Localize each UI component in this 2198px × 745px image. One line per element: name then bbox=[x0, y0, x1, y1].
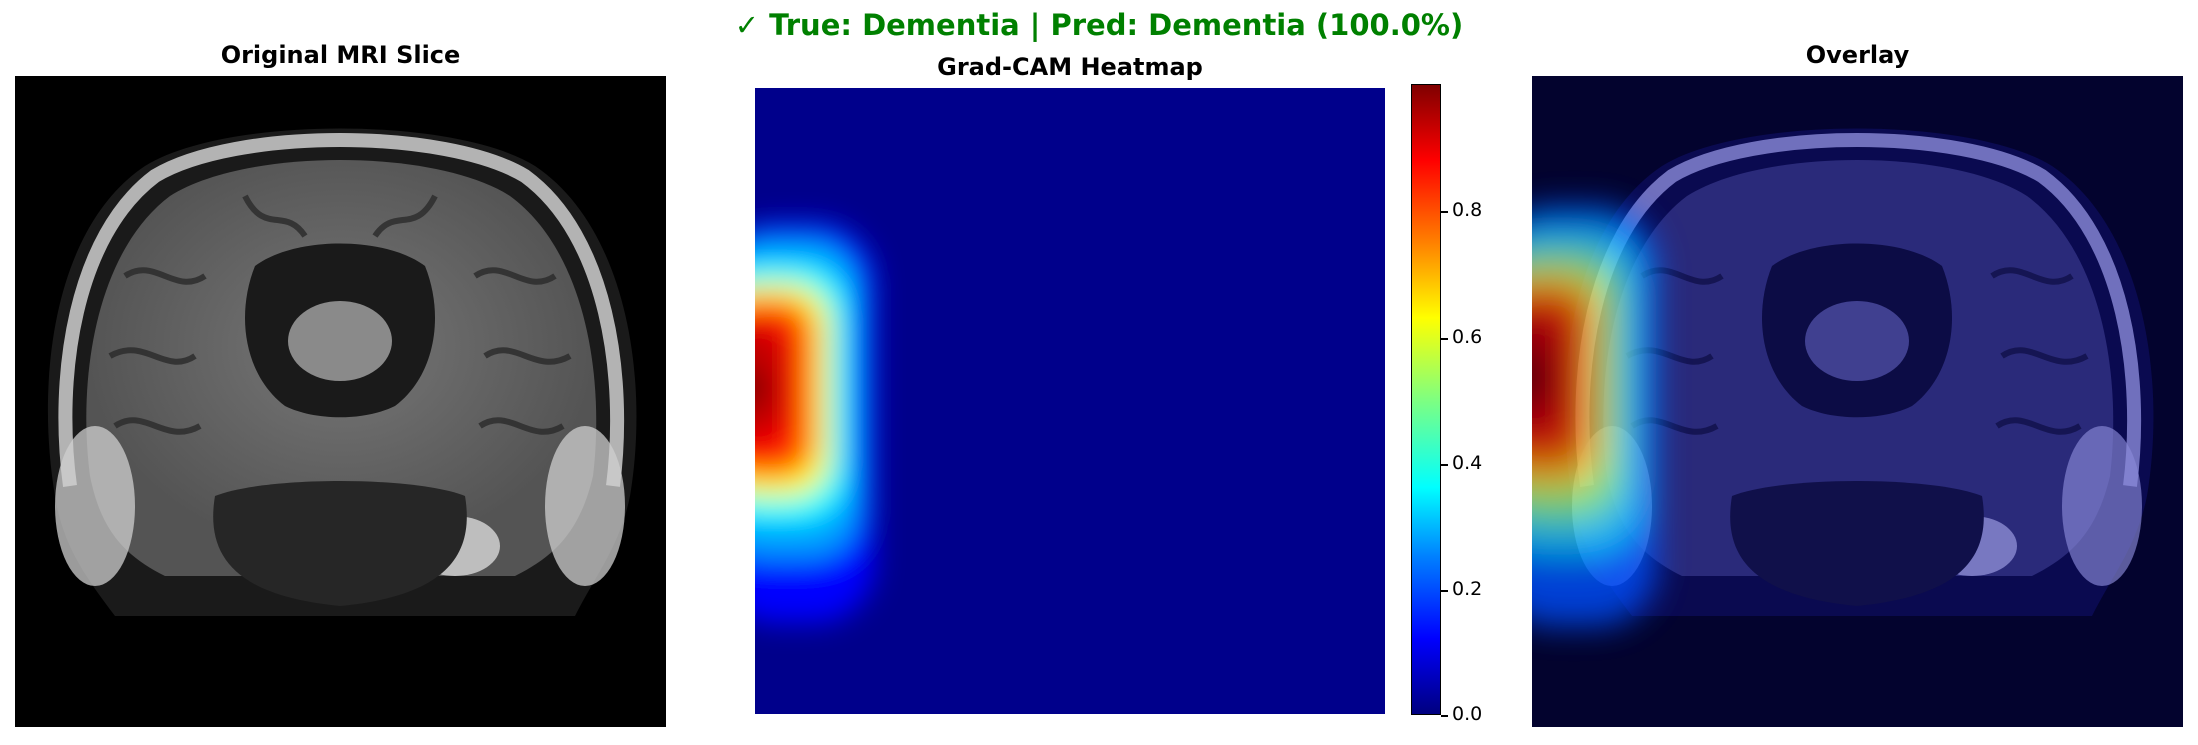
colorbar-tick bbox=[1441, 715, 1448, 717]
colorbar-tick bbox=[1441, 211, 1448, 213]
panel-title-gradcam: Grad-CAM Heatmap bbox=[937, 53, 1203, 81]
colorbar-tick bbox=[1441, 464, 1448, 466]
panel-title-overlay: Overlay bbox=[1805, 41, 1910, 69]
figure-title: ✓ True: Dementia | Pred: Dementia (100.0… bbox=[734, 8, 1464, 42]
colorbar-tick bbox=[1441, 590, 1448, 592]
colorbar-tick-label: 0.6 bbox=[1452, 326, 1483, 348]
colorbar bbox=[1411, 84, 1441, 715]
colorbar-tick-label: 0.2 bbox=[1452, 578, 1483, 600]
overlay-image bbox=[1532, 76, 2183, 727]
gradcam-heatmap bbox=[755, 88, 1385, 714]
colorbar-tick-label: 0.4 bbox=[1452, 452, 1483, 474]
original-mri-image bbox=[15, 76, 666, 727]
panel-title-original: Original MRI Slice bbox=[220, 41, 461, 69]
colorbar-tick-label: 0.0 bbox=[1452, 703, 1483, 725]
colorbar-tick-label: 0.8 bbox=[1452, 199, 1483, 221]
colorbar-tick bbox=[1441, 338, 1448, 340]
